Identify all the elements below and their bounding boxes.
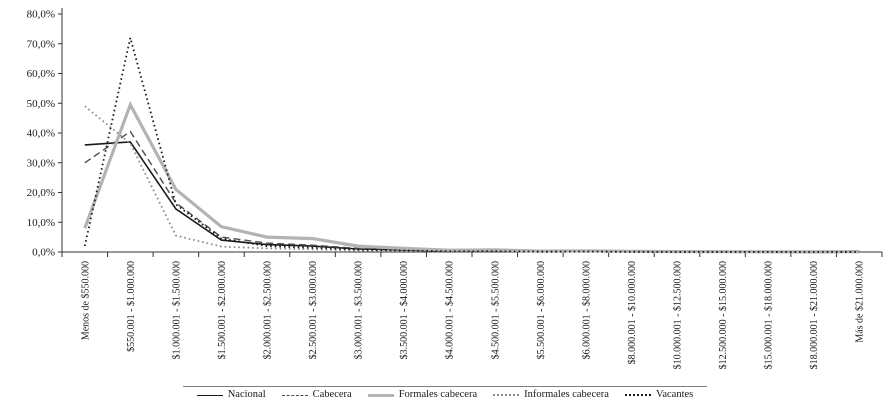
y-tick-label: 60,0% xyxy=(27,68,55,80)
legend-item-vacantes: Vacantes xyxy=(624,389,694,401)
x-axis-label: $2.500.001 - $3.000.000 xyxy=(308,261,319,359)
x-axis-label: $5.500.001 - $6.000.000 xyxy=(536,261,547,359)
x-axis-label: $18.000.001 - $21.000.000 xyxy=(809,261,820,369)
y-tick-label: 80,0% xyxy=(27,9,55,21)
series-line-formales-cabecera xyxy=(83,100,860,254)
legend-label-vacantes: Vacantes xyxy=(655,389,694,400)
y-tick-label: 0,0% xyxy=(32,247,55,259)
x-axis-label: $10.000.001 - $12.500.000 xyxy=(673,261,684,369)
series-line-informales-cabecera xyxy=(84,105,860,253)
x-axis-label: $2.000.001 - $2.500.000 xyxy=(263,261,274,359)
y-tick-label: 70,0% xyxy=(27,38,55,50)
legend-item-informales-cabecera: Informales cabecera xyxy=(493,389,609,401)
legend-label-formales-cabecera: Formales cabecera xyxy=(398,389,478,400)
series-line-cabecera xyxy=(84,130,860,253)
y-tick-label: 30,0% xyxy=(27,157,55,169)
x-axis-label: $12.500.000 - $15.000.000 xyxy=(718,261,729,369)
x-axis-label: Más de $21.000.000 xyxy=(855,261,866,343)
y-tick-label: 50,0% xyxy=(27,98,55,110)
legend-label-cabecera: Cabecera xyxy=(312,389,352,400)
legend-item-cabecera: Cabecera xyxy=(281,389,352,401)
x-axis-label: $8.000.001 - $10.000.000 xyxy=(627,261,638,364)
series-line-nacional xyxy=(84,141,860,253)
legend-line-sample-cabecera xyxy=(281,394,308,396)
x-axis-label: $1.000.001 - $1.500.000 xyxy=(171,261,182,359)
x-axis-label: $6.000.001 - $8.000.000 xyxy=(581,261,592,359)
legend-line-sample-nacional xyxy=(196,394,223,396)
x-axis-label: $3.500.001 - $4.000.000 xyxy=(399,261,410,359)
y-tick-label: 10,0% xyxy=(27,217,55,229)
legend-label-informales-cabecera: Informales cabecera xyxy=(524,389,609,400)
legend-item-formales-cabecera: Formales cabecera xyxy=(367,389,478,401)
x-axis-label: $550.001 - $1.000.000 xyxy=(126,261,137,352)
legend-label-nacional: Nacional xyxy=(227,389,266,400)
legend-item-nacional: Nacional xyxy=(196,389,266,401)
series-line-vacantes xyxy=(83,37,860,253)
x-axis-label: $15.000.001 - $18.000.000 xyxy=(764,261,775,369)
chart-plot-area: 0,0% 10,0% 20,0% 30,0% 40,0% 50,0% 60,0% 70,0% 8… xyxy=(27,8,883,369)
y-tick-label: 40,0% xyxy=(27,128,55,140)
legend-line-sample-formales-cabecera xyxy=(367,393,394,397)
x-axis-label: $1.500.001 - $2.000.000 xyxy=(217,261,228,359)
chart-legend: Nacional Cabecera Formales cabecera Informa… xyxy=(182,386,708,401)
x-axis-label: $4.500.001 - $5.500.000 xyxy=(490,261,501,359)
legend-line-sample-informales-cabecera xyxy=(493,394,520,397)
legend-line-sample-vacantes xyxy=(624,394,651,397)
x-axis-label: $4.000.001 - $4.500.000 xyxy=(445,261,456,359)
x-axis-label: $3.000.001 - $3.500.000 xyxy=(354,261,365,359)
x-axis-label: Menos de $550.000 xyxy=(80,261,91,340)
y-tick-label: 20,0% xyxy=(27,187,55,199)
